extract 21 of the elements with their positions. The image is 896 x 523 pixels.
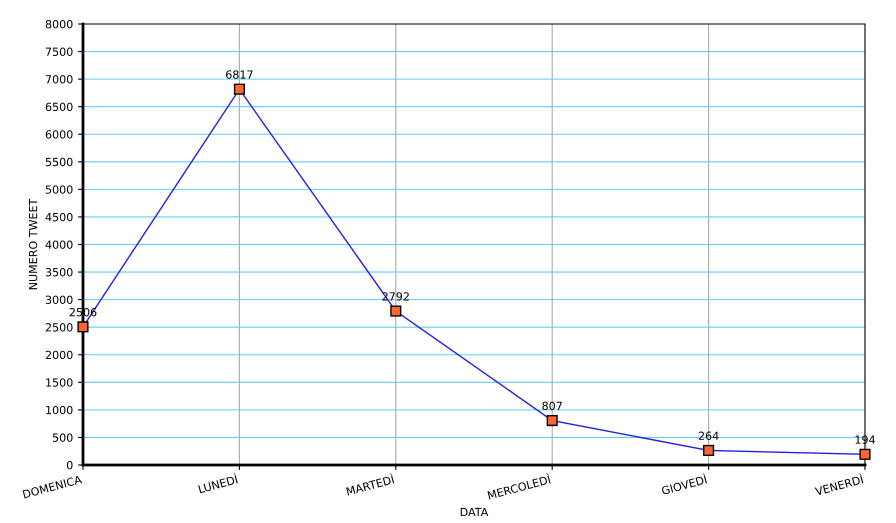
y-tick-label: 1500 <box>46 378 73 387</box>
y-tick-label: 7000 <box>46 75 73 84</box>
y-tick-label: 5500 <box>46 158 73 166</box>
y-tick-label: 6500 <box>46 102 73 112</box>
x-axis-title: DATA <box>460 508 488 516</box>
data-label: 807 <box>542 402 562 410</box>
data-label: 6817 <box>226 70 253 79</box>
y-axis-title: NUMERO TWEET <box>28 198 38 290</box>
y-tick-label: 2000 <box>46 350 73 360</box>
y-tick-label: 3000 <box>46 296 73 304</box>
y-tick-label: 7500 <box>46 48 73 56</box>
y-tick-label: 0 <box>66 460 73 470</box>
y-tick-label: 4500 <box>46 212 73 222</box>
y-tick-label: 500 <box>52 433 73 442</box>
y-tick-label: 6000 <box>46 130 73 139</box>
y-tick-label: 8000 <box>46 20 73 28</box>
y-tick-label: 3500 <box>46 268 73 276</box>
y-tick-label: 5000 <box>46 185 73 194</box>
y-tick-label: 4000 <box>46 240 73 249</box>
y-tick-label: 2500 <box>46 323 73 332</box>
y-tick-label: 1000 <box>46 406 73 414</box>
